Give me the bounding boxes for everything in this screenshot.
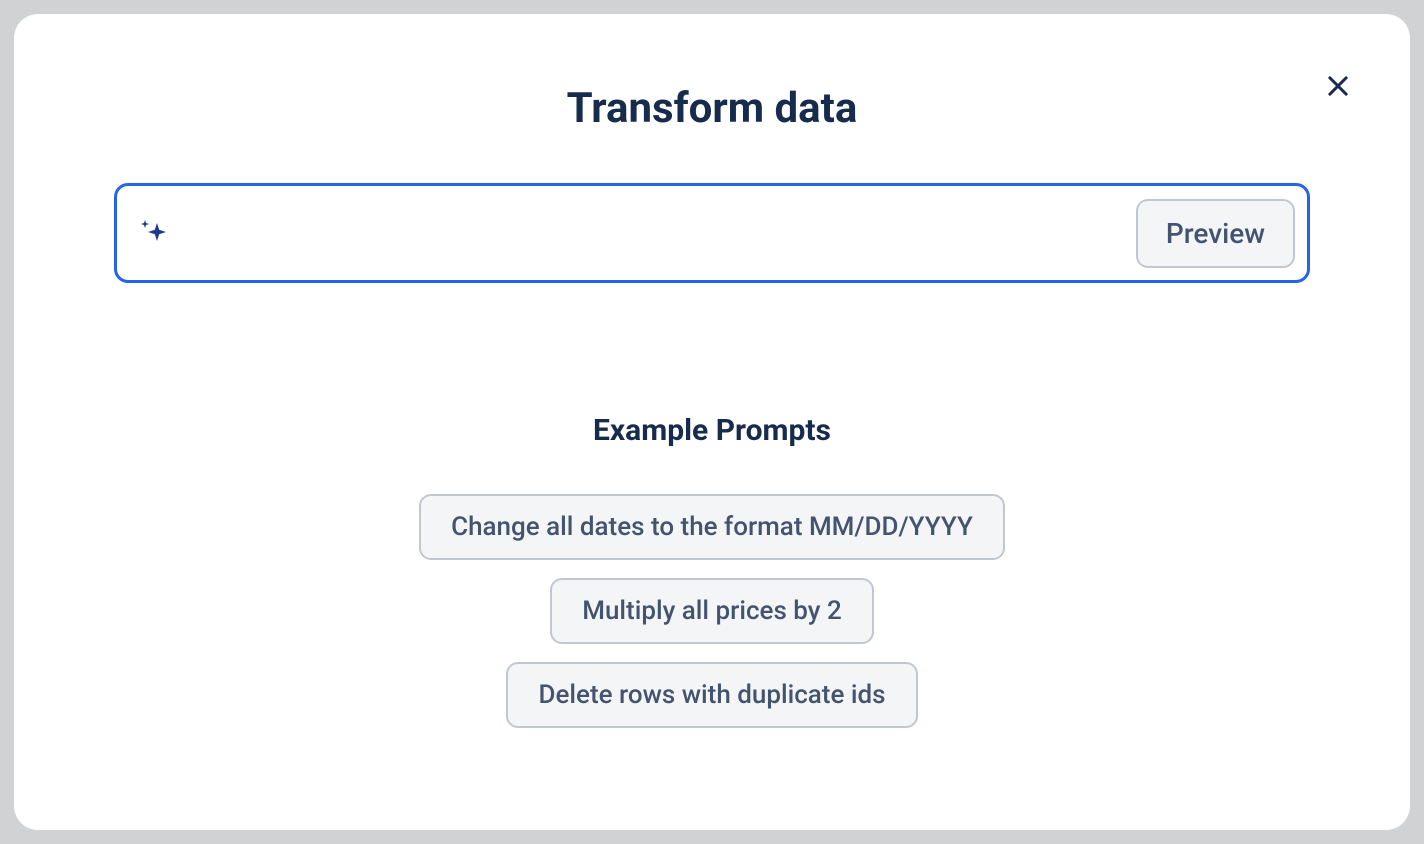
example-prompt[interactable]: Change all dates to the format MM/DD/YYY… <box>419 494 1005 560</box>
close-icon <box>1324 72 1352 100</box>
example-prompts-list: Change all dates to the format MM/DD/YYY… <box>419 494 1005 728</box>
example-prompts-heading: Example Prompts <box>593 413 831 448</box>
example-prompts-section: Example Prompts Change all dates to the … <box>419 413 1005 728</box>
prompt-input-container: Preview <box>114 183 1310 283</box>
preview-button[interactable]: Preview <box>1136 199 1295 268</box>
sparkle-icon <box>137 217 169 249</box>
example-prompt[interactable]: Delete rows with duplicate ids <box>506 662 917 728</box>
modal-title: Transform data <box>567 84 858 133</box>
example-prompt[interactable]: Multiply all prices by 2 <box>550 578 874 644</box>
prompt-input[interactable] <box>187 196 1118 270</box>
transform-data-modal: Transform data Preview Example Prompts C… <box>14 14 1410 830</box>
close-button[interactable] <box>1318 66 1358 106</box>
